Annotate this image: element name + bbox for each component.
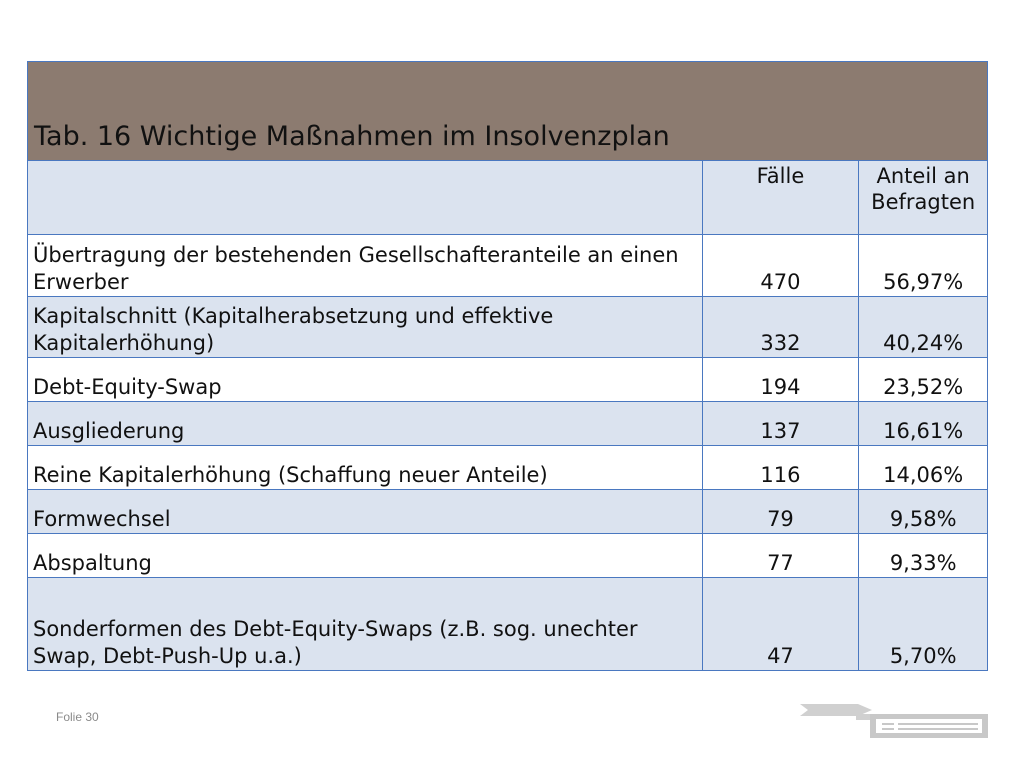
table-row: Reine Kapitalerhöhung (Schaffung neuer A… (27, 445, 988, 490)
row-cases: 332 (701, 296, 860, 358)
header-measure (27, 160, 703, 235)
table-row: Sonderformen des Debt-Equity-Swaps (z.B.… (27, 577, 988, 671)
measures-table: Tab. 16 Wichtige Maßnahmen im Insolvenzp… (27, 61, 988, 671)
row-share: 16,61% (858, 401, 988, 446)
row-cases: 47 (701, 577, 860, 671)
row-measure: Debt-Equity-Swap (27, 357, 703, 402)
row-share: 40,24% (858, 296, 988, 358)
header-cases: Fälle (701, 160, 860, 235)
slide-number: Folie 30 (56, 710, 99, 724)
row-measure: Kapitalschnitt (Kapitalherabsetzung und … (27, 296, 703, 358)
row-share: 9,33% (858, 533, 988, 578)
table-title: Tab. 16 Wichtige Maßnahmen im Insolvenzp… (27, 61, 988, 161)
row-measure: Formwechsel (27, 489, 703, 534)
row-measure: Abspaltung (27, 533, 703, 578)
row-cases: 79 (701, 489, 860, 534)
table-row: Kapitalschnitt (Kapitalherabsetzung und … (27, 296, 988, 358)
table-row: Übertragung der bestehenden Gesellschaft… (27, 234, 988, 297)
table-row: Debt-Equity-Swap 194 23,52% (27, 357, 988, 402)
slide-logo-icon (800, 704, 988, 738)
row-measure: Ausgliederung (27, 401, 703, 446)
row-cases: 470 (701, 234, 860, 297)
row-share: 14,06% (858, 445, 988, 490)
row-cases: 194 (701, 357, 860, 402)
table-row: Formwechsel 79 9,58% (27, 489, 988, 534)
table-title-row: Tab. 16 Wichtige Maßnahmen im Insolvenzp… (27, 61, 988, 161)
row-measure: Sonderformen des Debt-Equity-Swaps (z.B.… (27, 577, 703, 671)
row-share: 23,52% (858, 357, 988, 402)
table-row: Abspaltung 77 9,33% (27, 533, 988, 578)
row-share: 56,97% (858, 234, 988, 297)
table-row: Ausgliederung 137 16,61% (27, 401, 988, 446)
row-cases: 116 (701, 445, 860, 490)
row-measure: Übertragung der bestehenden Gesellschaft… (27, 234, 703, 297)
row-share: 5,70% (858, 577, 988, 671)
row-cases: 77 (701, 533, 860, 578)
table-header-row: Fälle Anteil an Befragten (27, 160, 988, 235)
row-measure: Reine Kapitalerhöhung (Schaffung neuer A… (27, 445, 703, 490)
row-share: 9,58% (858, 489, 988, 534)
header-share: Anteil an Befragten (858, 160, 988, 235)
row-cases: 137 (701, 401, 860, 446)
